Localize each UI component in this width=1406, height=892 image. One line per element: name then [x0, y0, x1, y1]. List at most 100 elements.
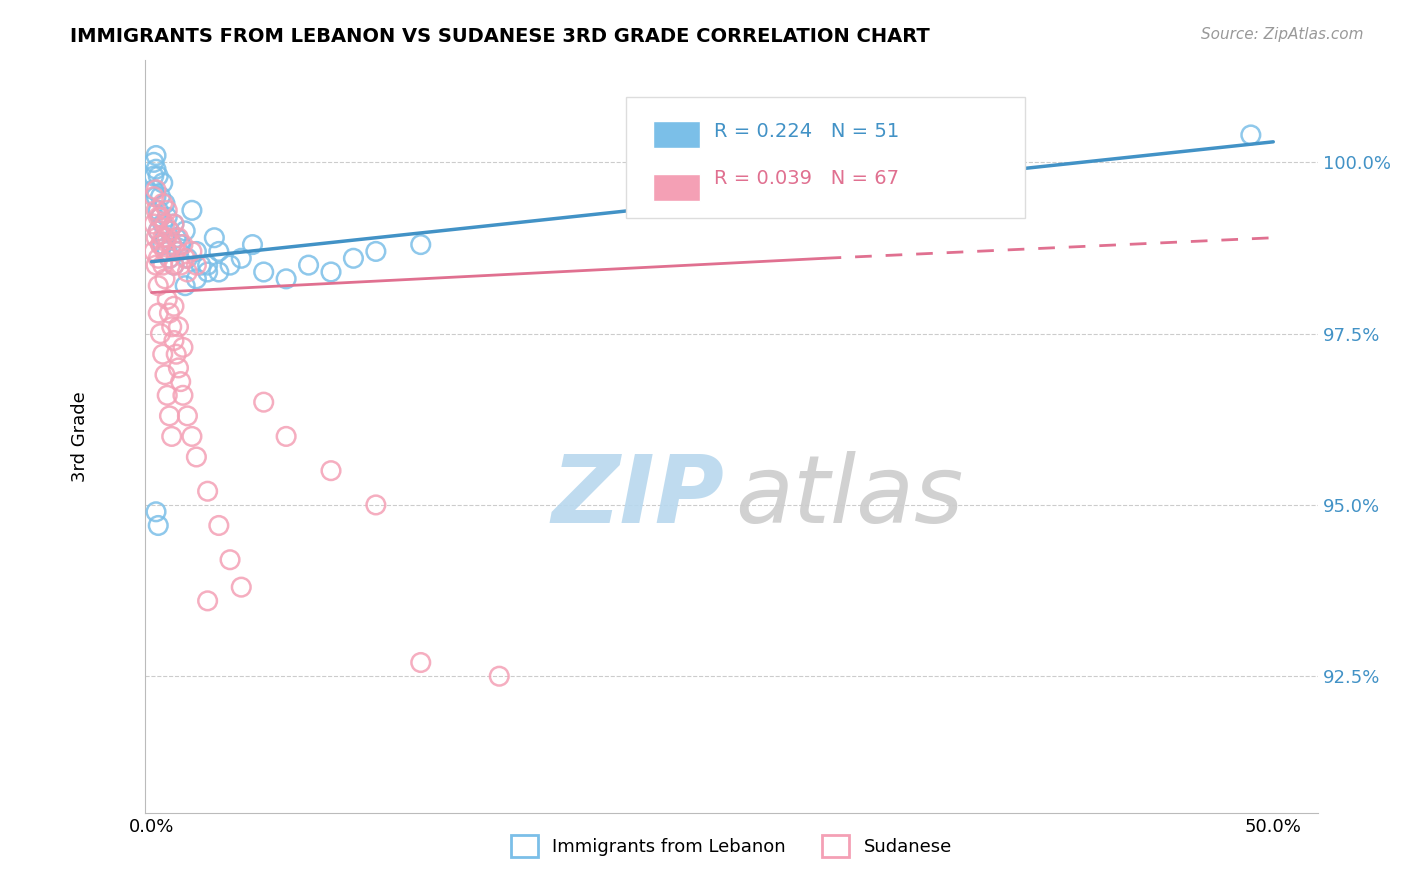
Point: [145, 231, 167, 245]
Point: [197, 484, 219, 499]
Point: [152, 258, 174, 272]
Point: [409, 656, 432, 670]
Point: [159, 252, 181, 266]
Point: [180, 203, 202, 218]
Point: [142, 244, 165, 259]
Point: [165, 231, 187, 245]
Point: [159, 252, 181, 266]
Point: [172, 388, 194, 402]
Point: [208, 244, 231, 259]
Point: [148, 518, 170, 533]
Point: [276, 429, 298, 443]
Point: [186, 258, 208, 272]
Point: [170, 237, 193, 252]
Point: [145, 258, 167, 272]
Point: [202, 231, 225, 245]
Point: [172, 340, 194, 354]
Point: [174, 278, 197, 293]
Point: [197, 258, 219, 272]
Point: [149, 237, 172, 252]
Point: [170, 375, 193, 389]
Point: [190, 258, 212, 272]
FancyBboxPatch shape: [652, 121, 700, 148]
Point: [149, 237, 172, 252]
Point: [145, 203, 167, 218]
Point: [148, 210, 170, 224]
Point: [159, 306, 181, 320]
Point: [152, 347, 174, 361]
Point: [160, 319, 183, 334]
Point: [163, 299, 186, 313]
Point: [174, 224, 197, 238]
Point: [242, 237, 264, 252]
Point: [167, 231, 190, 245]
Y-axis label: 3rd Grade: 3rd Grade: [72, 391, 89, 482]
Point: [409, 237, 432, 252]
Point: [253, 395, 276, 409]
Point: [156, 388, 179, 402]
Point: [145, 148, 167, 162]
Point: [186, 272, 208, 286]
Point: [364, 498, 387, 512]
Point: [152, 231, 174, 245]
Point: [148, 252, 170, 266]
Point: [149, 210, 172, 224]
Point: [165, 347, 187, 361]
Point: [148, 278, 170, 293]
Point: [176, 265, 198, 279]
Point: [163, 334, 186, 348]
Point: [159, 409, 181, 423]
Point: [219, 553, 242, 567]
Point: [208, 265, 231, 279]
Point: [145, 505, 167, 519]
Point: [148, 203, 170, 218]
Point: [180, 244, 202, 259]
Point: [197, 265, 219, 279]
Point: [156, 203, 179, 218]
Point: [167, 360, 190, 375]
Point: [159, 224, 181, 238]
Point: [172, 237, 194, 252]
Point: [364, 244, 387, 259]
Point: [153, 272, 176, 286]
Point: [176, 409, 198, 423]
Point: [167, 244, 190, 259]
Point: [167, 319, 190, 334]
Point: [219, 258, 242, 272]
Point: [142, 217, 165, 231]
Point: [145, 183, 167, 197]
Point: [156, 293, 179, 307]
Point: [163, 217, 186, 231]
Point: [163, 258, 186, 272]
Point: [488, 669, 510, 683]
Point: [186, 244, 208, 259]
Point: [142, 183, 165, 197]
Point: [276, 272, 298, 286]
Point: [160, 237, 183, 252]
Point: [176, 252, 198, 266]
Point: [149, 326, 172, 341]
Point: [253, 265, 276, 279]
Point: [1240, 128, 1263, 142]
Point: [148, 169, 170, 183]
Point: [163, 217, 186, 231]
Point: [163, 258, 186, 272]
Point: [180, 429, 202, 443]
Point: [165, 244, 187, 259]
Text: Source: ZipAtlas.com: Source: ZipAtlas.com: [1201, 27, 1364, 42]
Point: [319, 464, 342, 478]
Point: [148, 224, 170, 238]
Point: [319, 265, 342, 279]
FancyBboxPatch shape: [626, 97, 1025, 218]
Point: [231, 580, 253, 594]
Point: [186, 450, 208, 464]
Point: [148, 224, 170, 238]
Point: [208, 518, 231, 533]
Point: [174, 252, 197, 266]
Point: [156, 231, 179, 245]
Point: [170, 258, 193, 272]
Text: R = 0.039   N = 67: R = 0.039 N = 67: [714, 169, 898, 188]
Point: [153, 368, 176, 382]
Point: [160, 237, 183, 252]
Text: ZIP: ZIP: [551, 450, 724, 542]
